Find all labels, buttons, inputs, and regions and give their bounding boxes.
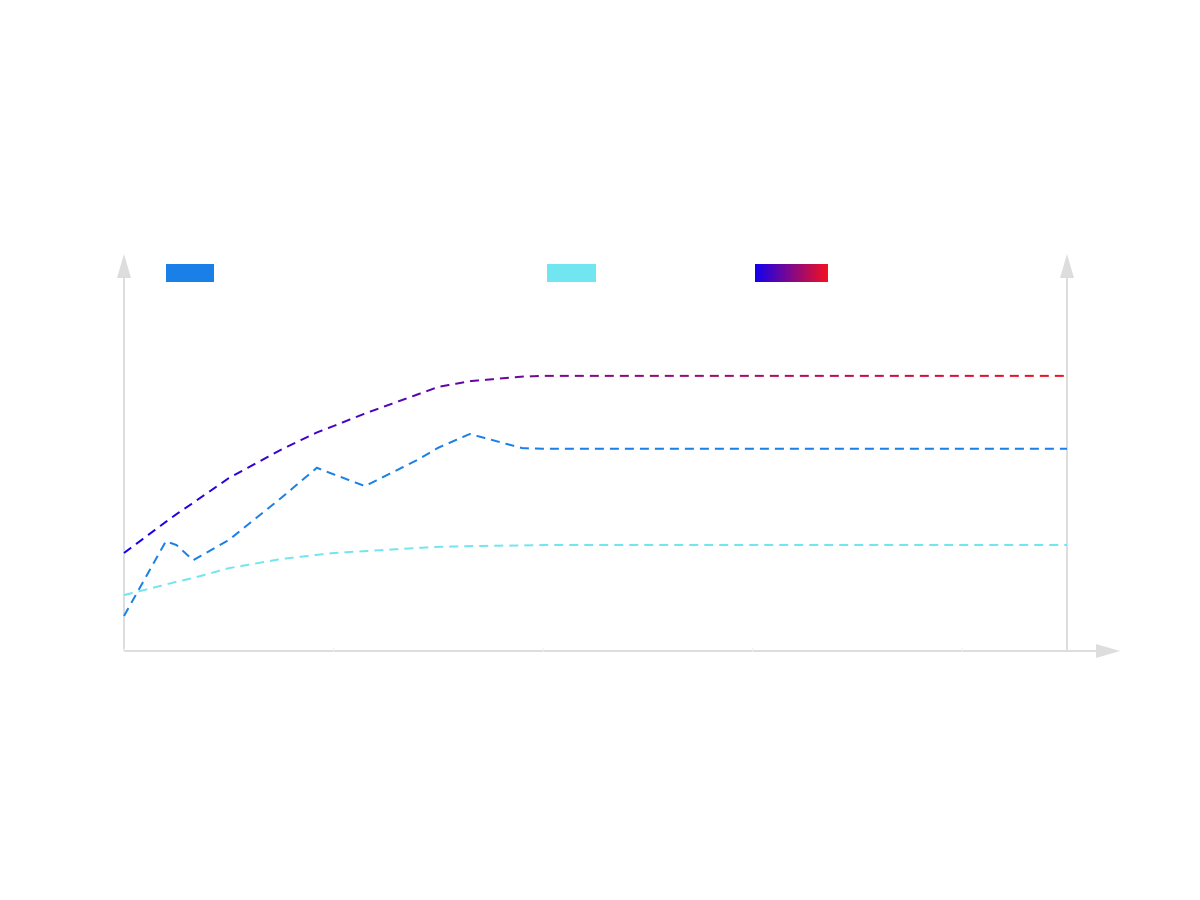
y-axis-arrow bbox=[117, 254, 131, 278]
series-line bbox=[123, 432, 1067, 617]
legend-swatch bbox=[755, 264, 828, 282]
series-line bbox=[123, 374, 1067, 554]
x-axis-arrow bbox=[1096, 644, 1120, 658]
legend-swatch bbox=[166, 264, 214, 282]
legend-swatch bbox=[547, 264, 596, 282]
y2-axis-arrow bbox=[1060, 254, 1074, 278]
series-line bbox=[123, 544, 1067, 597]
axes bbox=[117, 254, 1120, 658]
